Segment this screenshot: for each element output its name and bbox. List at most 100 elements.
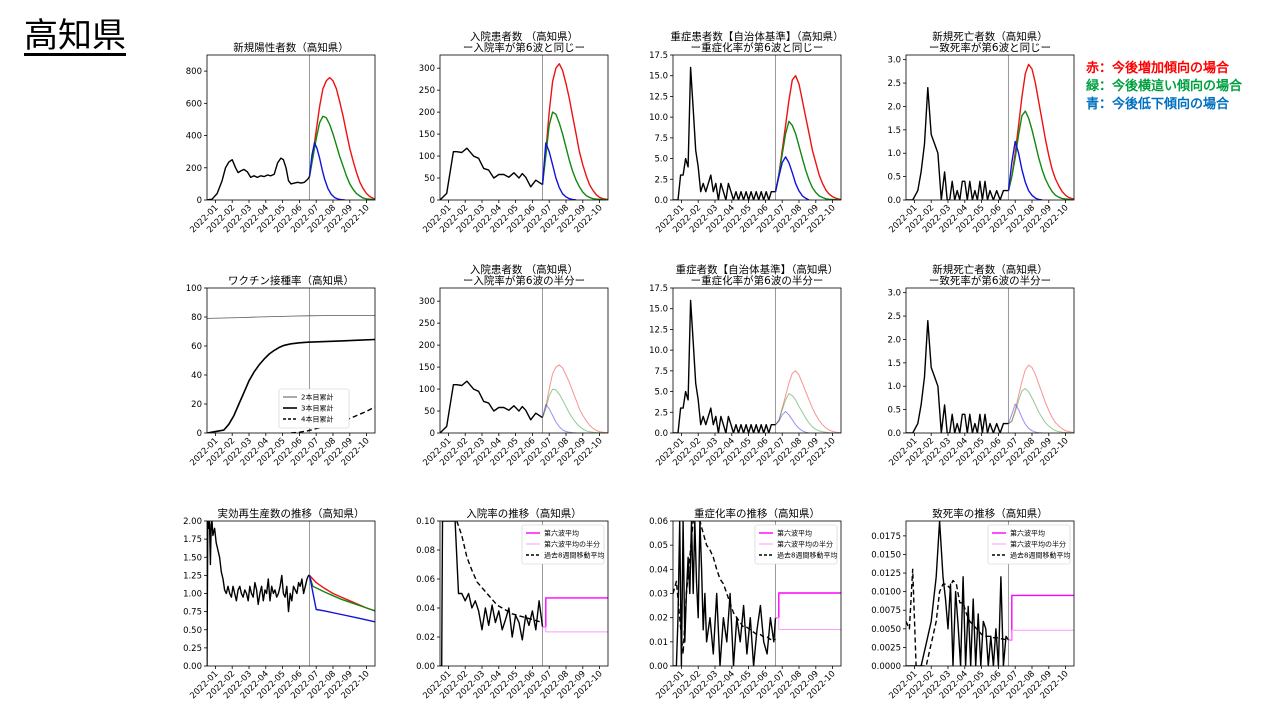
series-blue [308, 142, 345, 200]
chart-title: 入院患者数 （高知県） [470, 263, 578, 276]
chart-title: 実効再生産数の推移（高知県） [218, 507, 365, 520]
chart-legend: 2本目累計 3本目累計 4本目累計 [278, 388, 350, 429]
series-lightmagenta [542, 626, 608, 633]
y-tick-label: 2.5 [887, 312, 901, 322]
y-tick-label: 80 [191, 313, 202, 323]
series-history [440, 521, 544, 666]
series-history [906, 521, 1010, 666]
y-tick-label: 1.5 [887, 359, 901, 369]
y-tick-label: 0.0 [654, 196, 668, 206]
y-tick-label: 60 [191, 342, 202, 352]
scenario-decrease-label: 青：今後低下傾向の場合 [1086, 97, 1230, 112]
y-tick-label: 0.00 [416, 662, 435, 672]
y-tick-label: 0.0025 [871, 643, 901, 653]
y-tick-label: 0.00 [649, 662, 668, 672]
chart-c5: ワクチン接種率（高知県）0204060801002022-012022-0220… [186, 274, 376, 468]
y-tick-label: 1.25 [183, 571, 202, 581]
y-tick-label: 0.08 [416, 546, 435, 556]
y-tick-label: 0.04 [649, 565, 668, 575]
plot-frame [206, 54, 376, 201]
y-tick-label: 0.02 [416, 633, 435, 643]
y-tick-label: 200 [419, 108, 435, 118]
y-tick-label: 0.0125 [871, 569, 901, 579]
y-tick-label: 10.0 [649, 113, 668, 123]
y-tick-label: 0.50 [183, 626, 202, 636]
series-history [673, 66, 776, 200]
series-lightmagenta [775, 617, 841, 630]
series-history [906, 86, 1009, 200]
y-tick-label: 150 [419, 363, 435, 373]
chart-c9: 実効再生産数の推移（高知県） 0.00 0.25 0.50 0.75 1.00 1.25 1.… [183, 507, 376, 701]
y-tick-label: 400 [186, 132, 202, 142]
series-blue_light [1008, 403, 1043, 433]
y-tick-label: 1.00 [183, 590, 202, 600]
chart-c7: 重症者数【自治体基準】（高知県）ー重症化率が第6波の半分ー 0.0 2.5 5.0 7.… [649, 263, 842, 468]
series-history [906, 320, 1009, 433]
legend-entry: 過去8週間移動平均 [1010, 551, 1070, 560]
y-tick-label: 2.0 [887, 102, 901, 112]
y-tick-label: 7.5 [654, 134, 668, 144]
y-tick-label: 150 [419, 130, 435, 140]
y-tick-label: 2.00 [183, 517, 202, 527]
legend-entry: 3本目累計 [301, 404, 333, 413]
plot-frame [905, 287, 1075, 434]
chart-c12: 致死率の推移（高知県） 0.0000 0.0025 0.0050 0.0075 0.010… [871, 507, 1075, 701]
y-tick-label: 1.5 [887, 126, 901, 136]
series-green_light [775, 393, 841, 433]
series-lightmagenta [1008, 629, 1074, 641]
chart-title: 重症化率の推移（高知県） [694, 507, 820, 520]
chart-c6: 入院患者数 （高知県）ー入院率が第6波の半分ー 0 50 100 150 200 250 30… [419, 263, 609, 468]
y-tick-label: 2.5 [654, 175, 668, 185]
y-tick-label: 40 [191, 371, 202, 381]
y-tick-label: 2.0 [887, 335, 901, 345]
chart-title: 入院率の推移（高知県） [466, 507, 582, 520]
y-tick-label: 200 [419, 341, 435, 351]
chart-title: 新規死亡者数（高知県） [932, 263, 1048, 276]
chart-title: ー重症化率が第6波と同じー [691, 41, 824, 54]
y-tick-label: 0.05 [649, 541, 668, 551]
legend-entry: 第六波平均の半分 [1010, 540, 1066, 549]
y-tick-label: 0.0100 [871, 588, 901, 598]
y-tick-label: 15.0 [649, 305, 668, 315]
series-blue [774, 156, 810, 200]
y-tick-label: 0.01 [649, 638, 668, 648]
y-tick-label: 0 [197, 196, 202, 206]
chart-c3: 重症患者数【自治体基準】（高知県）ー重症化率が第6波と同じー 0.0 2.5 5.0 7… [649, 30, 844, 235]
series-green [308, 115, 375, 200]
y-tick-label: 10.0 [649, 346, 668, 356]
y-tick-label: 0.0 [654, 429, 668, 439]
y-tick-label: 5.0 [654, 388, 668, 398]
chart-title: 致死率の推移（高知県） [932, 507, 1048, 520]
y-tick-label: 1.0 [887, 382, 901, 392]
series-red [308, 574, 375, 612]
legend-entry: 過去8週間移動平均 [544, 551, 604, 560]
y-tick-label: 0.25 [183, 644, 202, 654]
plot-frame [206, 287, 376, 434]
series-green [774, 120, 841, 200]
series-red [308, 76, 375, 200]
legend-entry: 第六波平均 [1010, 529, 1045, 538]
y-tick-label: 100 [186, 284, 202, 294]
plot-frame [672, 54, 842, 201]
y-tick-label: 0.04 [416, 604, 435, 614]
legend-entry: 4本目累計 [301, 415, 333, 424]
page-title: 高知県 [24, 16, 126, 56]
y-tick-label: 0.06 [649, 517, 668, 527]
series-thin [207, 315, 375, 319]
series-red [541, 63, 608, 200]
y-tick-label: 0.0 [887, 429, 901, 439]
series-green [308, 575, 375, 612]
series-history [440, 380, 543, 433]
y-tick-label: 0.03 [649, 590, 668, 600]
y-tick-label: 50 [424, 407, 435, 417]
chart-title: ー致死率が第6波の半分ー [929, 274, 1051, 287]
plot-frame [439, 287, 609, 434]
plot-frame [439, 54, 609, 201]
y-tick-label: 200 [186, 164, 202, 174]
chart-title: ワクチン接種率（高知県） [228, 274, 354, 287]
y-tick-label: 2.5 [654, 408, 668, 418]
plot-frame [672, 287, 842, 434]
y-tick-label: 600 [186, 99, 202, 109]
